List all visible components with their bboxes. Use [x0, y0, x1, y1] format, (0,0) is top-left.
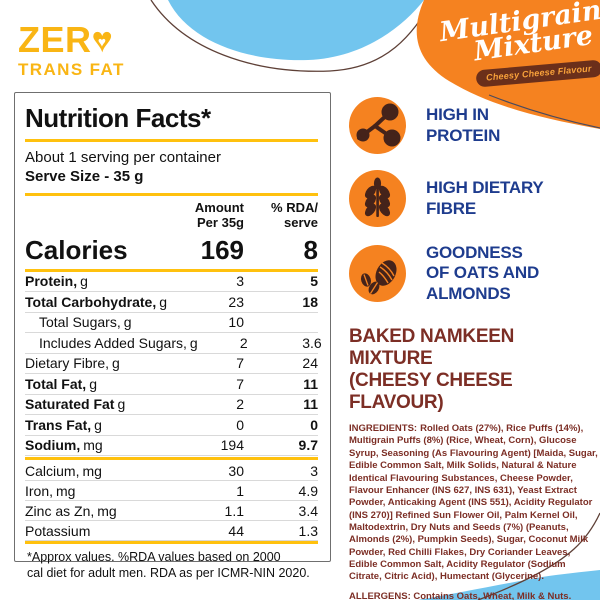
zero-trans-fat-badge: ZER♥ ♥ TRANS FAT [18, 19, 125, 79]
table-header-row: Amount Per 35g % RDA/ serve [25, 200, 318, 231]
ingredients-paragraph: INGREDIENTS: Rolled Oats (27%), Rice Puff… [349, 423, 600, 583]
benefit-label: HIGH DIETARY FIBRE [426, 178, 544, 218]
table-row: Includes Added Sugars, g 2 3.6 [25, 333, 322, 354]
calories-amount: 169 [200, 234, 244, 265]
top-blue-blob [168, 0, 424, 61]
divider [25, 541, 318, 545]
protein-molecule-icon [349, 97, 406, 154]
divider [25, 457, 318, 461]
rda-footnote: *Approx values. %RDA values based on 200… [27, 550, 310, 581]
divider [25, 268, 318, 272]
product-heading: BAKED NAMKEEN MIXTURE (CHEESY CHEESE FLA… [349, 326, 514, 414]
ingredients-text: Rolled Oats (27%), Rice Puffs (14%), Mul… [349, 423, 598, 583]
serve-size: Serve Size - 35 g [25, 168, 144, 185]
calories-rda: 8 [303, 234, 318, 265]
bottom-blue-wave [418, 570, 600, 600]
nutrition-facts-panel: Nutrition Facts* About 1 serving per con… [14, 92, 331, 580]
col-rda-header: % RDA/ serve [271, 200, 318, 231]
table-row: Total Carbohydrate, g 23 18 [25, 292, 318, 313]
serving-line: About 1 serving per container [25, 149, 221, 166]
table-row: Calcium, mg 30 3 [25, 461, 318, 482]
benefit-label: HIGH IN PROTEIN [426, 105, 501, 145]
table-row: Iron, mg 1 4.9 [25, 481, 318, 502]
allergens-text: Contains Oats, Wheat, Milk & Nuts. [413, 590, 572, 600]
heart-inner-icon: ♥ [98, 34, 107, 50]
calories-row: Calories 169 8 [25, 231, 318, 265]
benefit-label: GOODNESS OF OATS AND ALMONDS [426, 243, 540, 303]
benefit-oats-almonds: GOODNESS OF OATS AND ALMONDS [349, 243, 599, 304]
product-info: BAKED NAMKEEN MIXTURE (CHEESY CHEESE FLA… [349, 326, 600, 600]
table-row: Potassium 44 1.3 [25, 521, 318, 542]
table-row: Sodium, mg 194 9.7 [25, 436, 318, 457]
table-row: Saturated Fat g 2 11 [25, 395, 318, 416]
benefit-fibre: HIGH DIETARY FIBRE [349, 170, 599, 227]
divider [25, 193, 318, 196]
nutrition-title: Nutrition Facts* [25, 103, 211, 133]
table-row: Total Fat, g 7 11 [25, 374, 318, 395]
ingredients-label: INGREDIENTS: [349, 423, 418, 435]
top-curve-line [150, 0, 433, 72]
table-row: Total Sugars, g 10 [25, 313, 318, 334]
table-row: Protein, g 3 5 [25, 272, 318, 293]
table-row: Trans Fat, g 0 0 [25, 415, 318, 436]
allergens-paragraph: ALLERGENS: Contains Oats, Wheat, Milk & … [349, 591, 600, 600]
zero-word: ZER♥ ♥ [18, 19, 114, 60]
badge-orange-blob [416, 0, 600, 129]
benefit-protein: HIGH IN PROTEIN [349, 97, 599, 154]
table-row: Zinc as Zn, mg 1.1 3.4 [25, 501, 318, 522]
divider [25, 139, 318, 142]
allergens-label: ALLERGENS: [349, 590, 411, 600]
bottom-curve-line [477, 512, 600, 600]
benefits-list: HIGH IN PROTEIN HIGH DIETARY FIBRE [349, 97, 599, 320]
table-row: Dietary Fibre, g 7 24 [25, 354, 318, 375]
trans-fat-text: TRANS FAT [18, 60, 125, 79]
col-amount-header: Amount Per 35g [194, 200, 244, 231]
calories-label: Calories [25, 234, 128, 265]
wheat-icon [349, 170, 406, 227]
almond-oats-icon [349, 245, 406, 303]
heart-icon: ♥ ♥ [91, 19, 114, 60]
badge-curve-line [488, 94, 600, 129]
product-name-badge: Multigrain Mixture Cheesy Cheese Flavour [438, 0, 600, 88]
